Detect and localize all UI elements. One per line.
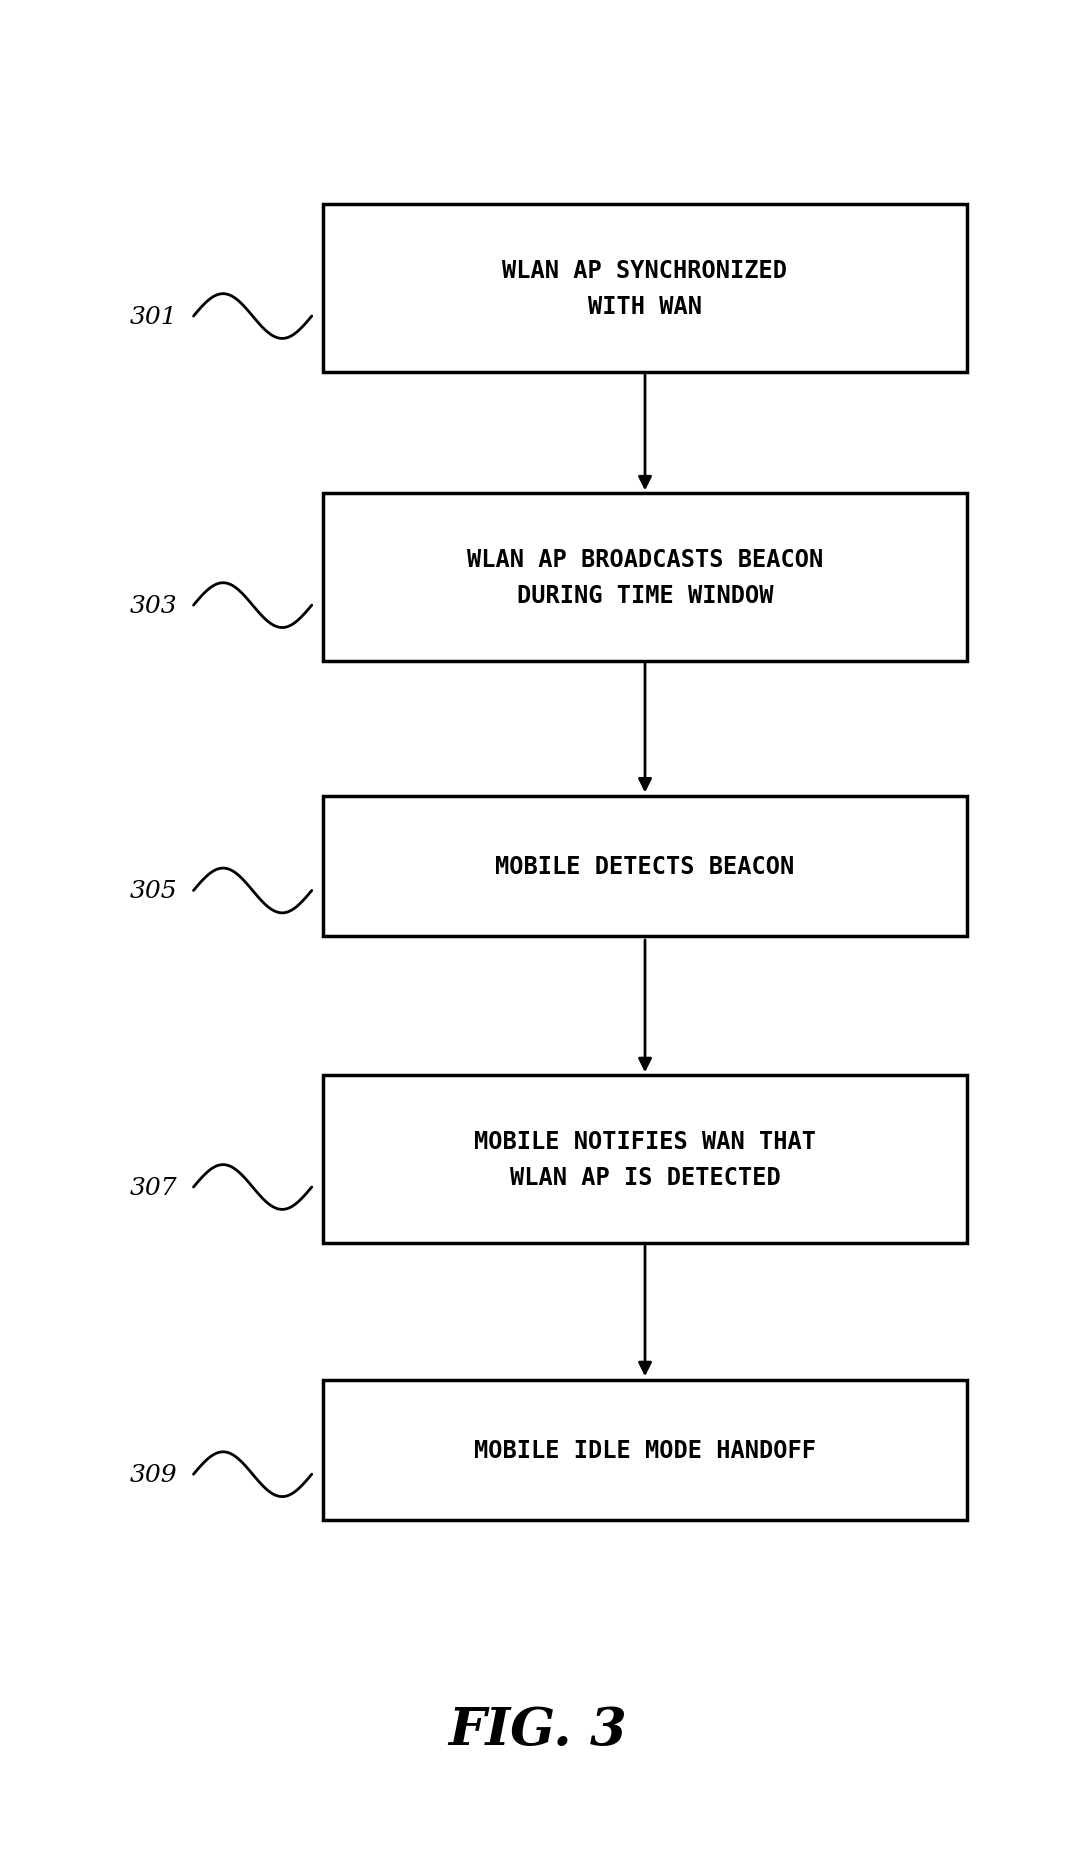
Text: 305: 305	[130, 880, 177, 902]
Text: 307: 307	[130, 1176, 177, 1199]
Bar	[322, 494, 968, 662]
Text: WLAN AP SYNCHRONIZED
WITH WAN: WLAN AP SYNCHRONIZED WITH WAN	[502, 259, 788, 319]
Text: MOBILE NOTIFIES WAN THAT
WLAN AP IS DETECTED: MOBILE NOTIFIES WAN THAT WLAN AP IS DETE…	[474, 1130, 816, 1189]
Text: FIG. 3: FIG. 3	[448, 1704, 627, 1756]
Bar	[322, 798, 968, 936]
Text: 303: 303	[130, 595, 177, 617]
Text: 301: 301	[130, 306, 177, 328]
Text: MOBILE IDLE MODE HANDOFF: MOBILE IDLE MODE HANDOFF	[474, 1439, 816, 1461]
Bar	[322, 1076, 968, 1243]
Bar	[322, 205, 968, 373]
Text: WLAN AP BROADCASTS BEACON
DURING TIME WINDOW: WLAN AP BROADCASTS BEACON DURING TIME WI…	[467, 548, 823, 608]
Text: 309: 309	[130, 1463, 177, 1486]
Text: MOBILE DETECTS BEACON: MOBILE DETECTS BEACON	[496, 856, 794, 878]
Bar	[322, 1379, 968, 1521]
